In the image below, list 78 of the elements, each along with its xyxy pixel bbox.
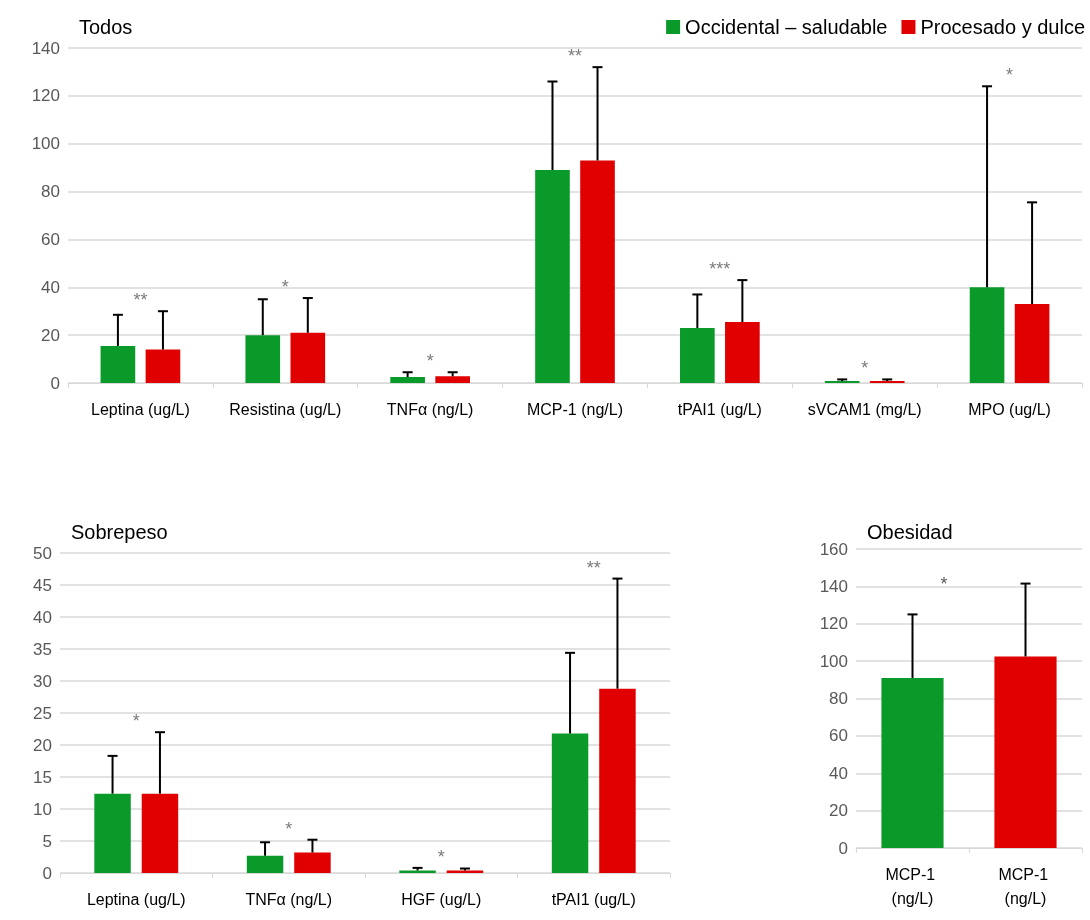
bar [599,688,636,873]
y-tick-label: 140 [31,38,60,58]
x-tick-label: Leptina (ug/L) [86,890,186,908]
bar [145,349,181,383]
x-tick-label: MPO (ug/L) [968,400,1051,418]
x-tick-label: MCP-1 (ng/L) [526,400,624,418]
chart-title: Todos [79,16,133,38]
x-tick-label: Leptina (ug/L) [91,400,190,418]
y-tick-label: 100 [819,651,848,671]
y-tick-label: 45 [33,575,52,595]
annotation: *** [709,259,731,280]
y-tick-label: 120 [31,86,60,106]
x-tick-label: sVCAM1 (mg/L) [807,400,922,418]
x-tick-label: tPAI1 (ug/L) [551,890,636,908]
y-tick-label: 50 [33,543,52,563]
x-tick-label: TNFα (ng/L) [245,890,333,908]
bar [580,160,615,383]
y-tick-label: 0 [50,373,60,393]
annotation: * [940,574,948,594]
y-tick-label: 20 [33,735,52,755]
bar [399,870,436,873]
y-tick-label: 140 [819,576,848,596]
y-tick-label: 100 [31,134,60,154]
y-tick-label: 60 [829,726,848,746]
y-tick-label: 25 [33,703,52,723]
chart-title: Sobrepeso [71,521,168,543]
annotation: * [132,711,140,732]
bar [290,332,326,383]
y-tick-label: 160 [819,539,848,559]
bar [246,855,284,873]
y-tick-label: 35 [33,639,52,659]
bar [245,335,281,383]
bar [94,793,131,873]
bar [446,870,484,873]
bar [100,345,136,383]
bar [1014,304,1050,383]
bar [294,852,331,873]
bar [969,287,1005,383]
bar [551,733,589,873]
annotation: ** [567,46,583,67]
y-tick-label: 40 [33,607,52,627]
y-tick-label: 20 [41,325,60,345]
annotation: * [861,358,869,379]
bar [141,793,179,873]
y-tick-label: 0 [838,838,848,858]
annotation: ** [586,557,601,578]
chart-title: Obesidad [867,521,953,543]
y-tick-label: 80 [41,182,60,202]
annotation: ** [133,290,148,311]
annotation: * [285,818,293,839]
bar [725,321,760,383]
y-tick-label: 0 [42,863,52,883]
y-tick-label: 30 [33,671,52,691]
bar [390,377,425,383]
legend-label: Procesado y dulce [920,16,1086,38]
x-tick-label: HGF (ug/L) [401,890,482,908]
x-tick-label: MCP-1 (ng/L) [998,865,1053,907]
bar [535,170,570,383]
y-tick-label: 60 [41,229,60,249]
y-tick-label: 40 [41,277,60,297]
y-tick-label: 80 [829,689,848,708]
y-tick-label: 10 [33,799,52,819]
y-tick-label: 5 [42,831,52,851]
annotation: * [426,351,434,372]
bar [435,376,470,383]
x-tick-label: MCP-1 (ng/L) [885,865,940,907]
annotation: * [437,846,445,867]
y-tick-label: 40 [829,763,848,783]
bar [680,327,715,383]
annotation: * [281,277,289,298]
y-tick-label: 120 [819,614,848,634]
y-tick-label: 15 [33,767,52,787]
y-tick-label: 20 [829,801,848,821]
annotation: * [1006,65,1014,86]
x-tick-label: Resistina (ug/L) [229,400,342,418]
x-tick-label: tPAI1 (ug/L) [677,400,762,418]
legend-label: Occidental – saludable [685,16,888,38]
x-tick-label: TNFα (ng/L) [386,400,474,418]
